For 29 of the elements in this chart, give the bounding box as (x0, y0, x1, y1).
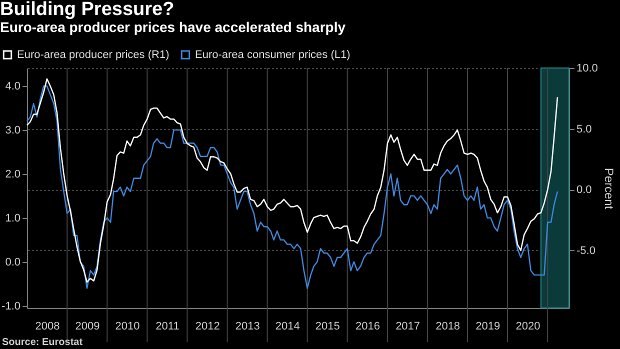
y2-axis-title: Percent (602, 168, 616, 210)
x-tick-label: 2018 (436, 320, 460, 332)
x-tick-label: 2019 (476, 320, 500, 332)
y-tick-label: 2.0 (5, 168, 20, 180)
legend-label: Euro-area consumer prices (L1) (195, 48, 350, 61)
x-tick-label: 2010 (115, 320, 140, 332)
x-tick-label: 2014 (275, 320, 300, 332)
y-tick-label: 0.0 (5, 256, 20, 268)
source-note: Source: Eurostat (2, 337, 84, 348)
x-tick-label: 2017 (396, 320, 420, 332)
chart-subtitle: Euro-area producer prices have accelerated sharply (0, 19, 346, 35)
y-tick-label: 1.0 (5, 212, 20, 224)
y2-tick-label: 10.0 (576, 62, 598, 74)
x-tick-label: 2011 (156, 320, 180, 332)
x-tick-label: 2013 (235, 320, 260, 332)
y-tick-label: 3.0 (5, 124, 20, 136)
legend-label: Euro-area producer prices (R1) (17, 48, 170, 61)
y2-tick-label: 0.0 (576, 184, 592, 196)
x-tick-label: 2015 (315, 320, 340, 332)
y2-tick-label: -5.0 (576, 244, 596, 257)
y-tick-label: 4.0 (5, 80, 20, 93)
chart-title: Building Pressure? (0, 0, 174, 20)
x-tick-label: 2012 (195, 320, 220, 332)
x-tick-label: 2008 (35, 320, 60, 332)
x-tick-label: 2016 (356, 320, 380, 332)
y2-tick-label: 5.0 (576, 123, 592, 136)
y-tick-label: -1.0 (2, 300, 20, 312)
x-tick-label: 2009 (75, 320, 100, 332)
x-tick-label: 2020 (516, 320, 540, 332)
